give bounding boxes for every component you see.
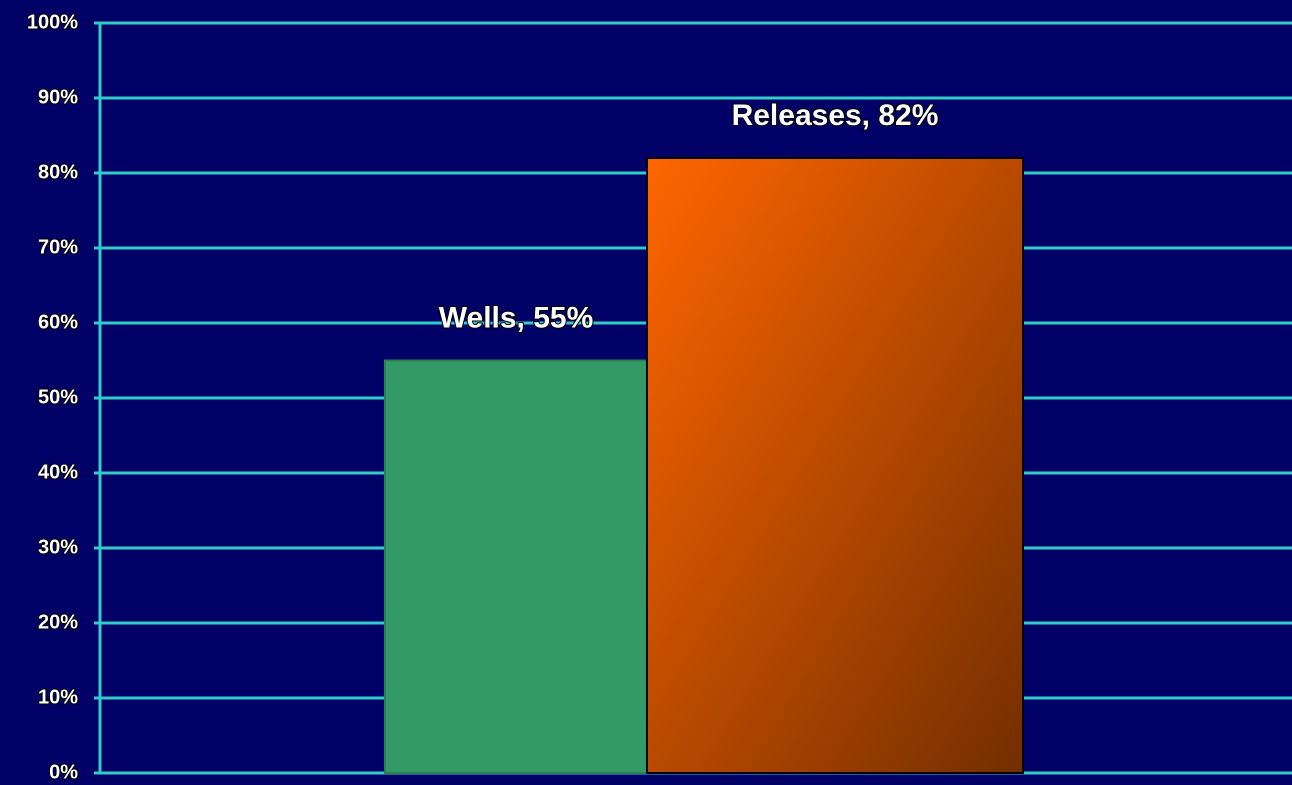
y-tick-label: 20% [38, 611, 78, 633]
y-tick-label: 0% [49, 761, 78, 783]
y-tick-label: 80% [38, 161, 78, 183]
data-label: Releases, 82% [732, 99, 939, 132]
bar [384, 359, 648, 774]
y-tick-label: 100% [27, 11, 78, 33]
data-label: Wells, 55% [439, 301, 594, 334]
y-tick-label: 70% [38, 236, 78, 258]
y-tick-label: 90% [38, 86, 78, 108]
y-tick-label: 40% [38, 461, 78, 483]
y-tick-label: 30% [38, 536, 78, 558]
y-tick-label: 60% [38, 311, 78, 333]
y-tick-label: 10% [38, 686, 78, 708]
bar [646, 157, 1024, 774]
y-tick-label: 50% [38, 386, 78, 408]
